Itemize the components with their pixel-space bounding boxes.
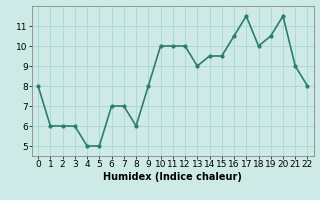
X-axis label: Humidex (Indice chaleur): Humidex (Indice chaleur) (103, 172, 242, 182)
